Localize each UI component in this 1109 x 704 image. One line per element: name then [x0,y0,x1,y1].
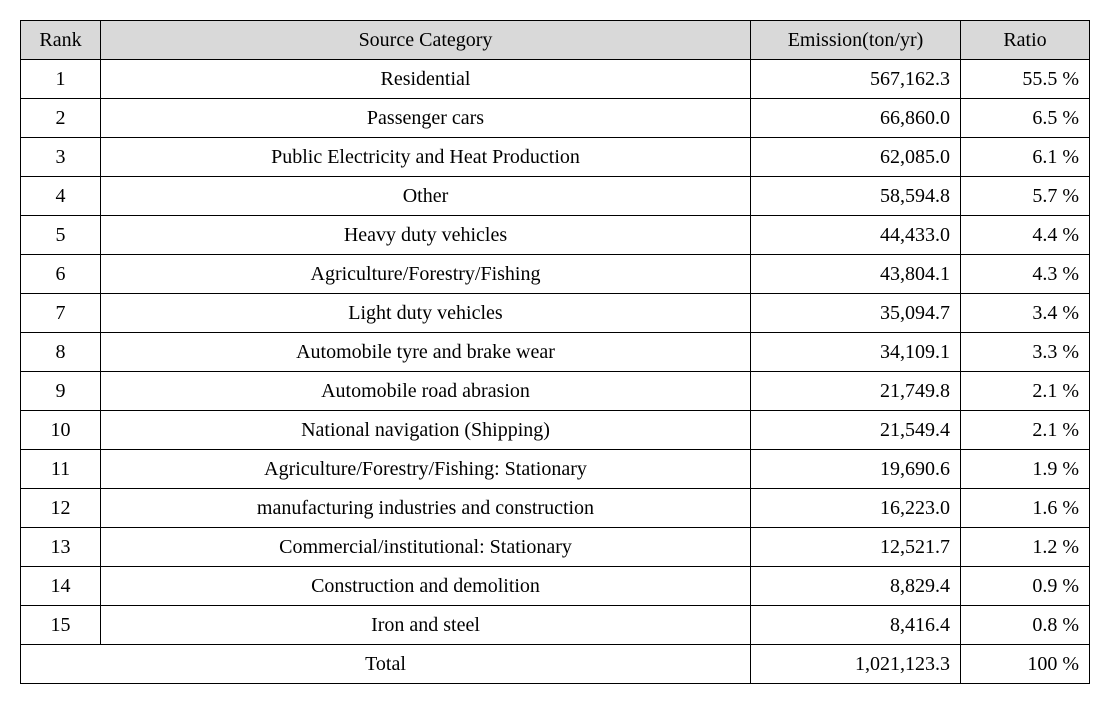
cell-rank: 2 [21,99,101,138]
table-body: 1 Residential 567,162.3 55.5 % 2 Passeng… [21,60,1090,684]
col-header-ratio: Ratio [961,21,1090,60]
cell-rank: 8 [21,333,101,372]
cell-rank: 13 [21,528,101,567]
cell-total-ratio: 100 % [961,645,1090,684]
cell-ratio: 0.9 % [961,567,1090,606]
cell-category: Agriculture/Forestry/Fishing [101,255,751,294]
cell-ratio: 2.1 % [961,372,1090,411]
emissions-table: Rank Source Category Emission(ton/yr) Ra… [20,20,1090,684]
cell-ratio: 2.1 % [961,411,1090,450]
cell-category: Public Electricity and Heat Production [101,138,751,177]
table-row: 3 Public Electricity and Heat Production… [21,138,1090,177]
cell-category: Light duty vehicles [101,294,751,333]
cell-rank: 5 [21,216,101,255]
cell-emission: 21,749.8 [751,372,961,411]
table-row: 12 manufacturing industries and construc… [21,489,1090,528]
cell-emission: 12,521.7 [751,528,961,567]
cell-ratio: 5.7 % [961,177,1090,216]
cell-category: Automobile road abrasion [101,372,751,411]
table-row: 2 Passenger cars 66,860.0 6.5 % [21,99,1090,138]
cell-rank: 3 [21,138,101,177]
cell-total-emission: 1,021,123.3 [751,645,961,684]
cell-ratio: 4.3 % [961,255,1090,294]
cell-emission: 8,416.4 [751,606,961,645]
cell-ratio: 1.6 % [961,489,1090,528]
cell-ratio: 4.4 % [961,216,1090,255]
cell-rank: 14 [21,567,101,606]
cell-rank: 10 [21,411,101,450]
table-row: 14 Construction and demolition 8,829.4 0… [21,567,1090,606]
cell-rank: 11 [21,450,101,489]
table-row: 10 National navigation (Shipping) 21,549… [21,411,1090,450]
cell-emission: 43,804.1 [751,255,961,294]
cell-ratio: 1.9 % [961,450,1090,489]
table-row: 4 Other 58,594.8 5.7 % [21,177,1090,216]
cell-ratio: 6.5 % [961,99,1090,138]
cell-emission: 8,829.4 [751,567,961,606]
cell-emission: 16,223.0 [751,489,961,528]
cell-ratio: 3.3 % [961,333,1090,372]
cell-rank: 4 [21,177,101,216]
table-row: 15 Iron and steel 8,416.4 0.8 % [21,606,1090,645]
table-row: 6 Agriculture/Forestry/Fishing 43,804.1 … [21,255,1090,294]
cell-category: Passenger cars [101,99,751,138]
cell-emission: 44,433.0 [751,216,961,255]
cell-category: Agriculture/Forestry/Fishing: Stationary [101,450,751,489]
table-header-row: Rank Source Category Emission(ton/yr) Ra… [21,21,1090,60]
cell-rank: 9 [21,372,101,411]
cell-ratio: 55.5 % [961,60,1090,99]
cell-category: manufacturing industries and constructio… [101,489,751,528]
cell-ratio: 1.2 % [961,528,1090,567]
table-row: 5 Heavy duty vehicles 44,433.0 4.4 % [21,216,1090,255]
cell-category: Construction and demolition [101,567,751,606]
cell-emission: 58,594.8 [751,177,961,216]
col-header-rank: Rank [21,21,101,60]
cell-ratio: 3.4 % [961,294,1090,333]
cell-category: Automobile tyre and brake wear [101,333,751,372]
table-row: 11 Agriculture/Forestry/Fishing: Station… [21,450,1090,489]
col-header-category: Source Category [101,21,751,60]
cell-ratio: 0.8 % [961,606,1090,645]
table-row: 1 Residential 567,162.3 55.5 % [21,60,1090,99]
cell-rank: 6 [21,255,101,294]
cell-rank: 15 [21,606,101,645]
table-total-row: Total 1,021,123.3 100 % [21,645,1090,684]
cell-emission: 567,162.3 [751,60,961,99]
cell-total-label: Total [21,645,751,684]
cell-emission: 66,860.0 [751,99,961,138]
table-row: 7 Light duty vehicles 35,094.7 3.4 % [21,294,1090,333]
cell-category: Residential [101,60,751,99]
cell-emission: 21,549.4 [751,411,961,450]
table-row: 9 Automobile road abrasion 21,749.8 2.1 … [21,372,1090,411]
cell-category: Other [101,177,751,216]
cell-category: Commercial/institutional: Stationary [101,528,751,567]
cell-category: Heavy duty vehicles [101,216,751,255]
table-row: 13 Commercial/institutional: Stationary … [21,528,1090,567]
cell-category: Iron and steel [101,606,751,645]
table-row: 8 Automobile tyre and brake wear 34,109.… [21,333,1090,372]
col-header-emission: Emission(ton/yr) [751,21,961,60]
cell-rank: 1 [21,60,101,99]
cell-category: National navigation (Shipping) [101,411,751,450]
cell-rank: 12 [21,489,101,528]
cell-emission: 19,690.6 [751,450,961,489]
cell-ratio: 6.1 % [961,138,1090,177]
cell-emission: 35,094.7 [751,294,961,333]
cell-emission: 34,109.1 [751,333,961,372]
cell-emission: 62,085.0 [751,138,961,177]
cell-rank: 7 [21,294,101,333]
